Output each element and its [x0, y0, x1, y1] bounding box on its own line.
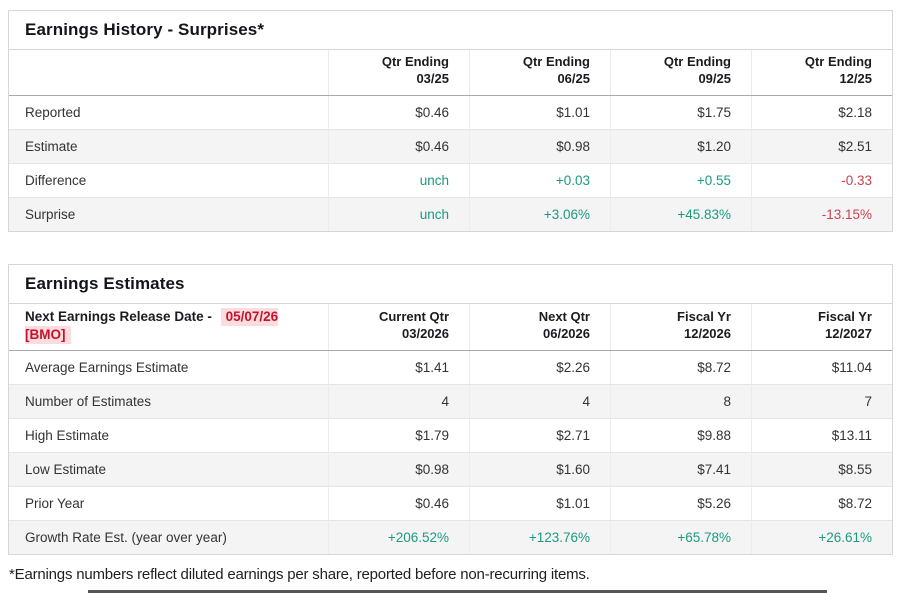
row-label: Average Earnings Estimate	[25, 360, 189, 376]
row-label: Difference	[25, 172, 87, 188]
table-row: Growth Rate Est. (year over year) +206.52…	[9, 520, 892, 555]
cell-value: $1.01	[469, 95, 611, 130]
column-header: Qtr Ending 03/25	[328, 50, 470, 96]
cell-value: $1.41	[328, 350, 470, 385]
table-row: Average Earnings Estimate $1.41 $2.26 $8.72…	[9, 350, 892, 385]
row-label: Growth Rate Est. (year over year)	[25, 530, 227, 546]
cell-value: unch	[328, 197, 470, 231]
cell-value: $13.11	[751, 418, 892, 453]
cell-value: 8	[610, 384, 752, 419]
cell-value: $2.26	[469, 350, 611, 385]
column-header: Next Qtr 06/2026	[469, 304, 611, 352]
cell-value: +206.52%	[328, 520, 470, 555]
cell-value: +65.78%	[610, 520, 752, 555]
header-row: Next Earnings Release Date - 05/07/26 [B…	[9, 304, 892, 352]
table-row: Difference unch +0.03 +0.55 -0.33	[9, 163, 892, 198]
cell-value: $0.46	[328, 95, 470, 130]
cell-value: +123.76%	[469, 520, 611, 555]
cell-value: +0.55	[610, 163, 752, 198]
earnings-footnote: *Earnings numbers reflect diluted earnin…	[9, 566, 590, 583]
cell-value: +26.61%	[751, 520, 892, 555]
cell-value: $1.60	[469, 452, 611, 487]
cell-value: $9.88	[610, 418, 752, 453]
row-label: Prior Year	[25, 496, 85, 512]
cell-value: +3.06%	[469, 197, 611, 231]
cell-value: $2.18	[751, 95, 892, 130]
cell-value: $0.98	[469, 129, 611, 164]
table-row: Low Estimate $0.98 $1.60 $7.41 $8.55	[9, 452, 892, 487]
cell-value: $8.55	[751, 452, 892, 487]
cell-value: $2.71	[469, 418, 611, 453]
cell-value: -0.33	[751, 163, 892, 198]
cell-value: $8.72	[610, 350, 752, 385]
cell-value: $1.20	[610, 129, 752, 164]
cell-value: $1.75	[610, 95, 752, 130]
column-header: Qtr Ending 06/25	[469, 50, 611, 96]
cell-value: $0.46	[328, 486, 470, 521]
earnings-estimates-card: Earnings Estimates Next Earnings Release…	[8, 264, 893, 556]
column-header: Qtr Ending 09/25	[610, 50, 752, 96]
row-label: Number of Estimates	[25, 394, 152, 410]
cell-value: $7.41	[610, 452, 752, 487]
earnings-estimates-body: Average Earnings Estimate $1.41 $2.26 $8.72…	[9, 350, 892, 555]
cell-value: 4	[328, 384, 470, 419]
table-row: Surprise unch +3.06% +45.83% -13.15%	[9, 197, 892, 231]
column-header: Fiscal Yr 12/2027	[751, 304, 892, 352]
earnings-estimates-title: Earnings Estimates	[9, 265, 892, 304]
earnings-estimates-table: Next Earnings Release Date - 05/07/26 [B…	[9, 304, 892, 555]
earnings-history-card: Earnings History - Surprises* Qtr Ending…	[8, 10, 893, 232]
row-label: Reported	[25, 104, 81, 120]
cell-value: 7	[751, 384, 892, 419]
cell-value: $0.98	[328, 452, 470, 487]
header-spacer	[9, 50, 329, 96]
table-row: High Estimate $1.79 $2.71 $9.88 $13.11	[9, 418, 892, 453]
earnings-history-body: Reported $0.46 $1.01 $1.75 $2.18 Estimate $0.4…	[9, 95, 892, 231]
cell-value: unch	[328, 163, 470, 198]
row-label: High Estimate	[25, 428, 110, 444]
row-label: Surprise	[25, 206, 76, 222]
earnings-history-title: Earnings History - Surprises*	[9, 11, 892, 50]
cell-value: $1.79	[328, 418, 470, 453]
earnings-history-table: Qtr Ending 03/25 Qtr Ending 06/25 Qtr Endi…	[9, 50, 892, 231]
cell-value: $5.26	[610, 486, 752, 521]
release-date-label: Next Earnings Release Date -	[25, 309, 216, 324]
table-row: Estimate $0.46 $0.98 $1.20 $2.51	[9, 129, 892, 164]
cutoff-section-bar	[88, 590, 827, 593]
next-earnings-release-cell: Next Earnings Release Date - 05/07/26 [B…	[9, 304, 329, 352]
cell-value: $11.04	[751, 350, 892, 385]
cell-value: $2.51	[751, 129, 892, 164]
table-row: Reported $0.46 $1.01 $1.75 $2.18	[9, 95, 892, 130]
column-header: Qtr Ending 12/25	[751, 50, 892, 96]
row-label: Low Estimate	[25, 462, 107, 478]
table-row: Number of Estimates 4 4 8 7	[9, 384, 892, 419]
earnings-estimates-header: Next Earnings Release Date - 05/07/26 [B…	[9, 304, 892, 352]
cell-value: $1.01	[469, 486, 611, 521]
cell-value: $0.46	[328, 129, 470, 164]
row-label: Estimate	[25, 138, 78, 154]
table-row: Prior Year $0.46 $1.01 $5.26 $8.72	[9, 486, 892, 521]
header-row: Qtr Ending 03/25 Qtr Ending 06/25 Qtr Endi…	[9, 50, 892, 96]
cell-value: +0.03	[469, 163, 611, 198]
cell-value: $8.72	[751, 486, 892, 521]
column-header: Current Qtr 03/2026	[328, 304, 470, 352]
cell-value: -13.15%	[751, 197, 892, 231]
column-header: Fiscal Yr 12/2026	[610, 304, 752, 352]
cell-value: 4	[469, 384, 611, 419]
cell-value: +45.83%	[610, 197, 752, 231]
earnings-history-header: Qtr Ending 03/25 Qtr Ending 06/25 Qtr Endi…	[9, 50, 892, 96]
